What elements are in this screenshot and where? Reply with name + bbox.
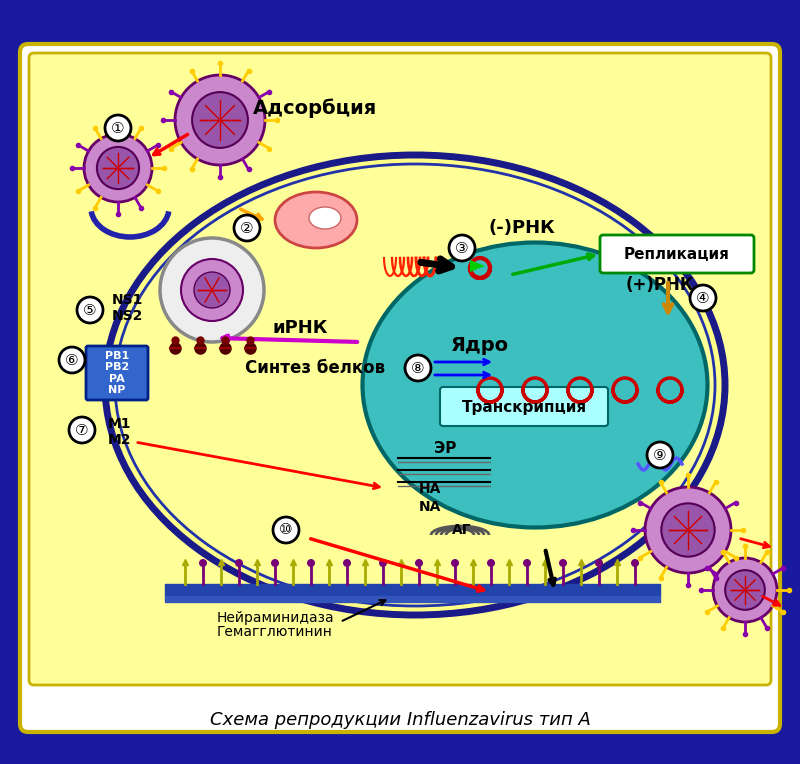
FancyBboxPatch shape	[20, 44, 780, 732]
Text: ⑨: ⑨	[653, 448, 667, 462]
Circle shape	[271, 559, 279, 567]
Circle shape	[487, 559, 495, 567]
Ellipse shape	[105, 155, 725, 615]
Text: HA
NA: HA NA	[419, 482, 441, 513]
Text: ЭР: ЭР	[434, 441, 456, 455]
Text: Синтез белков: Синтез белков	[245, 359, 385, 377]
Circle shape	[234, 215, 260, 241]
Text: Адсорбция: Адсорбция	[253, 99, 377, 118]
Circle shape	[379, 559, 387, 567]
Text: ③: ③	[455, 241, 469, 255]
FancyBboxPatch shape	[440, 387, 608, 426]
Circle shape	[405, 355, 431, 381]
Circle shape	[97, 147, 139, 189]
Circle shape	[725, 570, 765, 610]
Circle shape	[160, 238, 264, 342]
Ellipse shape	[275, 192, 357, 248]
Text: ⑧: ⑧	[411, 361, 425, 375]
Text: NS1
NS2: NS1 NS2	[112, 293, 143, 323]
Text: Нейраминидаза: Нейраминидаза	[216, 611, 334, 625]
Ellipse shape	[309, 207, 341, 229]
Text: Транскрипция: Транскрипция	[462, 400, 586, 415]
Circle shape	[647, 442, 673, 468]
Circle shape	[192, 92, 248, 148]
Circle shape	[175, 75, 265, 165]
Text: ⑥: ⑥	[65, 352, 79, 367]
Text: (+)РНК: (+)РНК	[626, 276, 694, 294]
Text: Репликация: Репликация	[624, 247, 730, 261]
FancyBboxPatch shape	[29, 53, 771, 685]
Circle shape	[559, 559, 567, 567]
Circle shape	[194, 272, 230, 308]
Circle shape	[662, 503, 714, 557]
Circle shape	[105, 115, 131, 141]
Text: ⑩: ⑩	[279, 523, 293, 538]
Circle shape	[69, 417, 95, 443]
Circle shape	[307, 559, 315, 567]
Text: M1
M2: M1 M2	[108, 417, 131, 447]
Circle shape	[77, 297, 103, 323]
FancyBboxPatch shape	[600, 235, 754, 273]
Ellipse shape	[115, 164, 715, 606]
Circle shape	[415, 559, 423, 567]
Circle shape	[235, 559, 243, 567]
Text: PB1
PB2
PA
NP: PB1 PB2 PA NP	[105, 351, 129, 396]
Circle shape	[199, 559, 207, 567]
FancyBboxPatch shape	[86, 346, 148, 400]
Text: иРНК: иРНК	[272, 319, 328, 337]
Text: Ядро: Ядро	[451, 335, 509, 354]
Text: ①: ①	[111, 121, 125, 135]
Circle shape	[631, 559, 639, 567]
Polygon shape	[470, 260, 485, 272]
Circle shape	[449, 235, 475, 261]
Text: ②: ②	[240, 221, 254, 235]
Circle shape	[523, 559, 531, 567]
Circle shape	[343, 559, 351, 567]
Circle shape	[690, 285, 716, 311]
Text: ⑦: ⑦	[75, 422, 89, 438]
Text: ④: ④	[696, 290, 710, 306]
Circle shape	[595, 559, 603, 567]
Circle shape	[84, 134, 152, 202]
Text: (-)РНК: (-)РНК	[489, 219, 555, 237]
Circle shape	[181, 259, 243, 321]
Text: АГ: АГ	[452, 523, 472, 537]
Ellipse shape	[362, 242, 707, 527]
Circle shape	[713, 558, 777, 622]
Text: Гемагглютинин: Гемагглютинин	[217, 625, 333, 639]
Circle shape	[645, 487, 731, 573]
Circle shape	[273, 517, 299, 543]
Text: ⑤: ⑤	[83, 303, 97, 318]
Text: Схема репродукции Influenzavirus тип A: Схема репродукции Influenzavirus тип A	[210, 711, 590, 729]
Circle shape	[451, 559, 459, 567]
Circle shape	[59, 347, 85, 373]
